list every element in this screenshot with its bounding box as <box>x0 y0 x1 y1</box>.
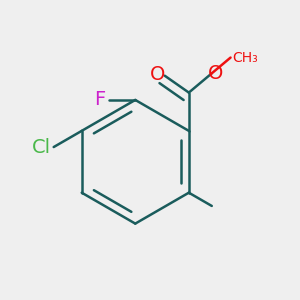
Text: O: O <box>150 65 165 84</box>
Text: O: O <box>208 64 223 83</box>
Text: Cl: Cl <box>32 138 51 157</box>
Text: CH₃: CH₃ <box>232 51 258 64</box>
Text: F: F <box>94 90 106 110</box>
